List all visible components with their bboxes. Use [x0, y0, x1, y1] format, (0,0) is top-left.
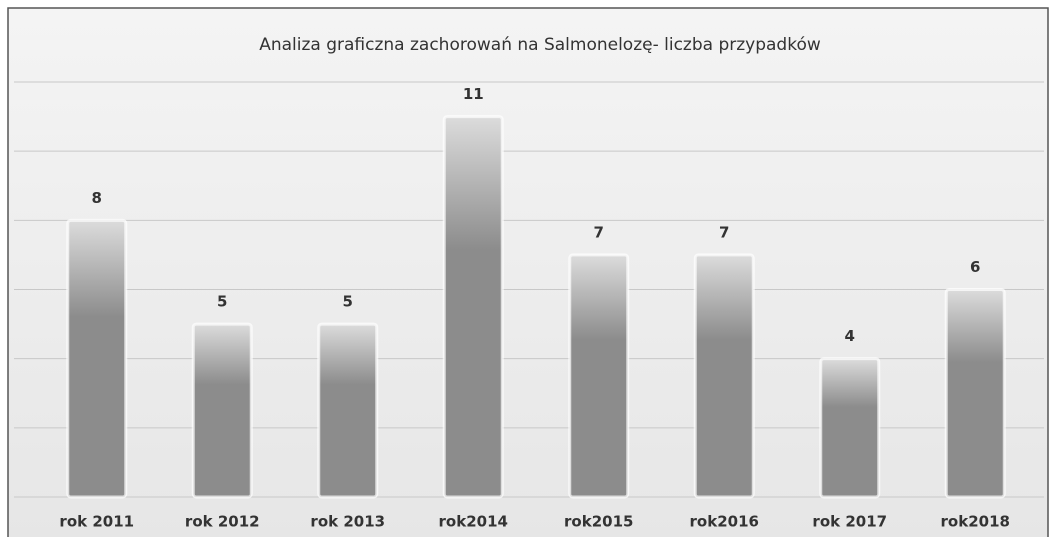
bar	[442, 115, 504, 499]
x-tick-label: rok 2017	[812, 513, 887, 531]
bar	[191, 322, 253, 499]
bar	[819, 357, 881, 499]
data-label: 4	[845, 327, 855, 345]
chart-frame	[7, 7, 1049, 537]
bar	[568, 253, 630, 499]
x-tick-label: rok 2011	[59, 513, 134, 531]
x-tick-label: rok 2012	[185, 513, 260, 531]
x-tick-label: rok2014	[439, 513, 508, 531]
x-tick-label: rok2016	[690, 513, 759, 531]
bar	[317, 322, 379, 499]
x-tick-label: rok2018	[941, 513, 1010, 531]
x-tick-label: rok 2013	[310, 513, 385, 531]
data-label: 5	[343, 293, 353, 311]
x-tick-label: rok2015	[564, 513, 633, 531]
bar	[66, 218, 128, 499]
data-label: 7	[594, 223, 604, 241]
chart-title: Analiza graficzna zachorowań na Salmonel…	[259, 35, 821, 55]
data-label: 5	[217, 293, 227, 311]
bar	[693, 253, 755, 499]
bar	[944, 288, 1006, 499]
data-label: 11	[463, 85, 484, 103]
data-label: 6	[970, 258, 980, 276]
data-label: 8	[92, 189, 102, 207]
data-label: 7	[719, 223, 729, 241]
